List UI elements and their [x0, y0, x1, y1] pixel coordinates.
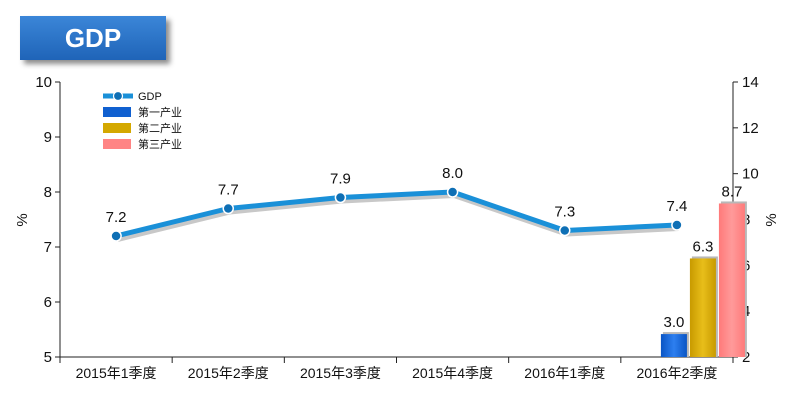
y-right-tick-label: 12: [742, 120, 759, 137]
gdp-data-label: 7.3: [554, 204, 575, 221]
y-left-tick-label: 6: [44, 294, 52, 311]
legend-label: 第二产业: [138, 121, 182, 135]
gdp-line-series: 7.2 7.7 7.9 8.0 7.3 7.4: [106, 165, 687, 242]
legend-bar-swatch: [103, 107, 131, 117]
gdp-point: [671, 219, 683, 231]
gdp-line-shadow: [116, 191, 679, 242]
gdp-point: [222, 202, 234, 215]
bar: [718, 203, 745, 357]
legend-bar-swatch: [103, 139, 131, 149]
legend-bar-swatch: [103, 123, 131, 133]
bar: [660, 334, 687, 357]
bars: 3.0 6.3 8.7: [660, 183, 747, 357]
bar: [689, 258, 716, 357]
gdp-data-label: 7.2: [106, 209, 127, 226]
x-tick-label: 2015年1季度: [76, 365, 157, 381]
legend-label: 第三产业: [138, 137, 182, 151]
y-left-tick-label: 10: [35, 74, 52, 91]
gdp-line: [115, 189, 678, 239]
x-tick-label: 2015年2季度: [188, 365, 269, 381]
gdp-point: [446, 186, 459, 198]
gdp-point: [110, 230, 122, 242]
y-left-tick-label: 5: [44, 349, 52, 366]
x-tick-label: 2015年4季度: [412, 365, 493, 381]
y-right-tick-label: 2: [742, 349, 750, 366]
gdp-data-label: 7.9: [330, 171, 351, 188]
legend-label: GDP: [138, 91, 162, 103]
gdp-point: [334, 191, 347, 204]
gdp-data-label: 7.4: [666, 198, 687, 215]
bar-data-label: 3.0: [663, 314, 684, 331]
y-left-axis-label: %: [14, 213, 31, 226]
x-tick-label: 2016年1季度: [524, 365, 605, 381]
gdp-data-label: 8.0: [442, 165, 463, 182]
legend-label: 第一产业: [138, 105, 182, 119]
y-left-tick-label: 9: [44, 129, 52, 146]
x-tick-label: 2016年2季度: [636, 365, 717, 381]
bar-data-label: 6.3: [692, 238, 713, 255]
bar-data-label: 8.7: [721, 183, 742, 200]
gdp-data-label: 7.7: [218, 182, 239, 199]
gdp-title-badge: GDP: [20, 16, 166, 60]
y-right-axis-label: %: [763, 213, 780, 226]
gdp-point: [559, 224, 571, 237]
y-left-tick-label: 8: [44, 184, 52, 201]
axes: 56789102468101214%%2015年1季度2015年2季度2015年…: [14, 74, 780, 381]
legend-line-marker: [112, 90, 124, 102]
x-tick-label: 2015年3季度: [300, 365, 381, 381]
chart-title: GDP: [64, 22, 122, 53]
y-left-tick-label: 7: [44, 239, 52, 256]
y-right-tick-label: 14: [742, 74, 759, 91]
y-right-tick-label: 10: [742, 166, 759, 183]
